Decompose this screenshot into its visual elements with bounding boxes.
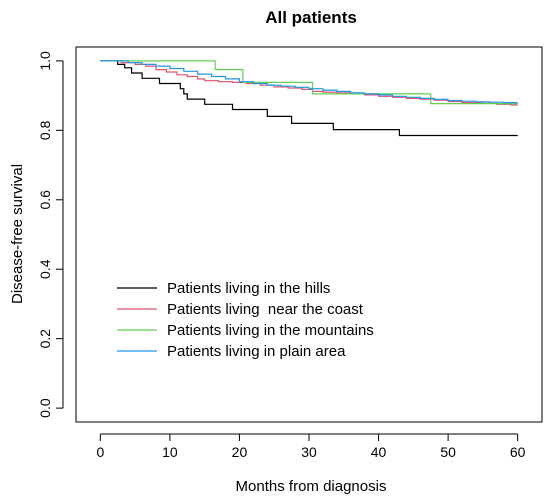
x-tick-label: 10 bbox=[162, 444, 178, 460]
x-tick-label: 0 bbox=[96, 444, 104, 460]
series-line bbox=[100, 60, 518, 137]
y-tick-label: 0.0 bbox=[37, 398, 53, 418]
legend-label: Patients living in plain area bbox=[167, 343, 346, 360]
y-axis: 0.0 0.2 0.4 0.6 0.8 1.0 bbox=[37, 51, 64, 418]
plot-frame bbox=[75, 46, 543, 423]
y-tick-label: 0.2 bbox=[37, 329, 53, 349]
series-line bbox=[100, 60, 518, 106]
y-tick-label: 1.0 bbox=[37, 51, 53, 71]
x-axis-label: Months from diagnosis bbox=[236, 478, 387, 495]
x-tick-label: 20 bbox=[232, 444, 248, 460]
x-tick-label: 40 bbox=[371, 444, 387, 460]
legend: Patients living in the hills Patients liv… bbox=[117, 280, 374, 360]
y-tick-label: 0.8 bbox=[37, 120, 53, 140]
x-tick-label: 60 bbox=[510, 444, 526, 460]
legend-label: Patients living in the mountains bbox=[167, 322, 374, 339]
y-axis-label: Disease-free survival bbox=[9, 164, 26, 304]
x-tick-label: 50 bbox=[440, 444, 456, 460]
legend-label: Patients living in the hills bbox=[167, 280, 330, 297]
series-line bbox=[100, 60, 518, 105]
legend-label: Patients living near the coast bbox=[167, 301, 364, 318]
series-line bbox=[100, 60, 518, 104]
chart-title: All patients bbox=[265, 8, 357, 27]
series-lines bbox=[100, 60, 518, 137]
x-tick-label: 30 bbox=[301, 444, 317, 460]
y-tick-label: 0.4 bbox=[37, 259, 53, 279]
y-tick-label: 0.6 bbox=[37, 190, 53, 210]
x-axis: 0 10 20 30 40 50 60 bbox=[96, 433, 526, 460]
